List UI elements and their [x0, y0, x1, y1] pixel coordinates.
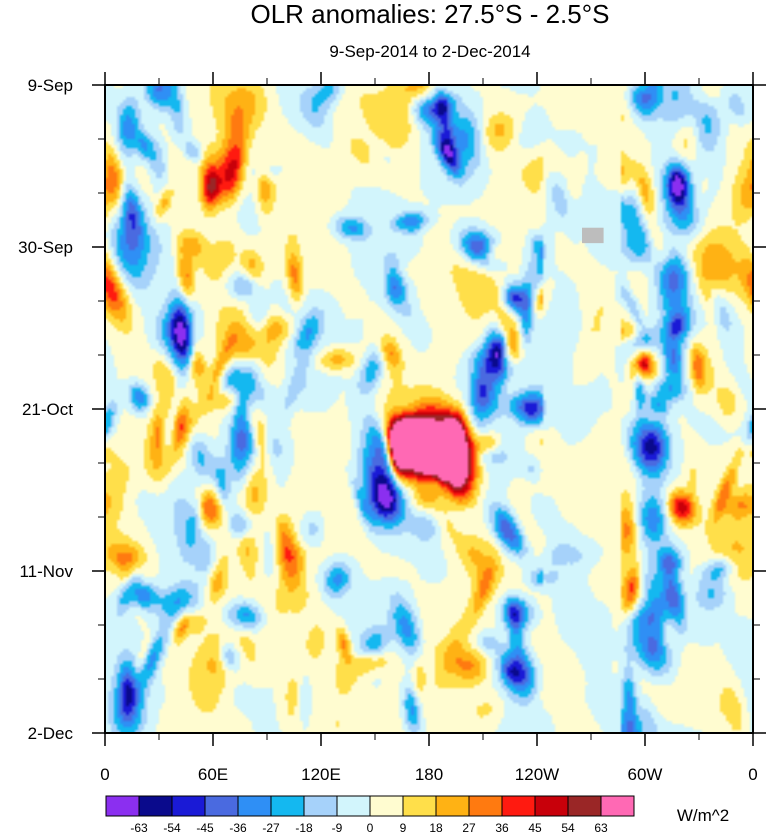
x-tick-label: 60E — [198, 765, 228, 784]
colorbar-label: 27 — [462, 821, 476, 834]
x-tick-label: 0 — [748, 765, 757, 784]
colorbar-label: 63 — [594, 821, 608, 834]
colorbar-label: 18 — [429, 821, 443, 834]
colorbar-label: 45 — [528, 821, 542, 834]
olr-anomaly-field — [105, 85, 753, 733]
y-tick-label: 30-Sep — [18, 238, 73, 257]
colorbar-box — [600, 795, 635, 817]
x-tick-label: 0 — [100, 765, 109, 784]
chart-title: OLR anomalies: 27.5°S - 2.5°S — [251, 0, 610, 29]
chart-subtitle: 9-Sep-2014 to 2-Dec-2014 — [329, 42, 530, 61]
colorbar-label: -63 — [130, 821, 148, 834]
colorbar-label: -36 — [229, 821, 247, 834]
colorbar-label: 9 — [400, 821, 407, 834]
colorbar-box — [138, 795, 173, 817]
colorbar-label: -45 — [196, 821, 214, 834]
colorbar-box — [369, 795, 404, 817]
colorbar-box — [534, 795, 569, 817]
colorbar-box — [501, 795, 536, 817]
colorbar-box — [204, 795, 239, 817]
x-tick-label: 180 — [415, 765, 443, 784]
colorbar-labels: -63 -54 -45 -36 -27 -18 -9 0 9 18 27 36 45 54 63 — [130, 821, 608, 834]
colorbar-box — [402, 795, 437, 817]
colorbar-label: -9 — [332, 821, 343, 834]
colorbar — [105, 795, 635, 817]
colorbar-box — [270, 795, 305, 817]
y-tick-label: 21-Oct — [22, 400, 73, 419]
x-tick-label: 120E — [301, 765, 341, 784]
colorbar-label: 0 — [367, 821, 374, 834]
x-tick-label: 60W — [628, 765, 663, 784]
colorbar-label: 54 — [561, 821, 575, 834]
x-tick-label: 120W — [515, 765, 559, 784]
colorbar-box — [105, 795, 140, 817]
y-tick-label: 9-Sep — [28, 76, 73, 95]
colorbar-label: -54 — [163, 821, 181, 834]
colorbar-box — [171, 795, 206, 817]
colorbar-label: -18 — [295, 821, 313, 834]
colorbar-label: -27 — [262, 821, 280, 834]
colorbar-box — [468, 795, 503, 817]
colorbar-box — [237, 795, 272, 817]
colorbar-box — [336, 795, 371, 817]
colorbar-label: 36 — [495, 821, 509, 834]
colorbar-box — [435, 795, 470, 817]
axes-frame — [92, 72, 766, 746]
y-tick-label: 11-Nov — [19, 562, 73, 581]
colorbar-units: W/m^2 — [677, 806, 729, 825]
x-axis-tick-labels: 0 60E 120E 180 120W 60W 0 — [100, 765, 757, 784]
y-tick-label: 2-Dec — [28, 724, 74, 743]
colorbar-box — [567, 795, 602, 817]
heatmap-area — [105, 85, 753, 733]
missing-data-patch — [582, 227, 604, 244]
colorbar-box — [303, 795, 338, 817]
y-axis-tick-labels: 9-Sep 30-Sep 21-Oct 11-Nov 2-Dec — [18, 76, 73, 743]
